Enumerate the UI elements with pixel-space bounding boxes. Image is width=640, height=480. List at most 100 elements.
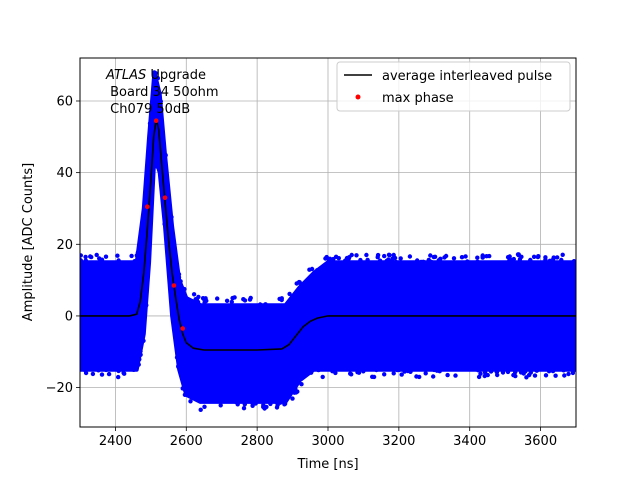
scatter-point [571,259,576,264]
legend-box [336,61,571,112]
scatter-point [116,374,121,380]
scatter-point [99,372,105,377]
scatter-point [182,286,187,292]
scatter-point [436,258,441,263]
scatter-point [346,256,351,261]
x-tick-label: 3200 [382,434,415,449]
scatter-point [453,373,458,378]
scatter-point [147,121,153,126]
scatter-point [96,368,101,373]
annotation-italic-word: ATLAS [105,68,146,83]
scatter-point [465,259,470,264]
scatter-point [375,255,380,260]
scatter-point [196,294,201,300]
scatter-point [364,252,369,258]
scatter-point [215,296,220,301]
scatter-point [543,255,548,260]
scatter-point [536,254,541,259]
scatter-point [559,257,564,263]
scatter-point [169,214,174,220]
scatter-point [356,370,362,375]
scatter-point [191,292,197,297]
scatter-point [299,382,304,387]
scatter-point [377,258,383,263]
scatter-point [134,253,139,258]
scatter-point [434,368,440,373]
scatter-point [80,253,83,258]
scatter-point [308,370,314,375]
scatter-point [415,258,420,263]
scatter-point [250,400,255,406]
scatter-point [428,253,433,258]
scatter-point [343,258,348,263]
legend-entry-max-phase: max phase [382,91,454,106]
scatter-point [204,298,209,303]
scatter-point [386,252,392,257]
y-tick-label: 60 [56,94,73,109]
scatter-point [482,373,487,379]
scatter-point [561,368,566,373]
scatter-point [562,373,567,378]
scatter-point [550,368,556,374]
annotation-line-1-rest: Upgrade [146,68,206,83]
y-tick-label: 20 [56,238,73,253]
x-tick-label: 3400 [453,434,486,449]
scatter-point [571,368,576,373]
legend: average interleaved pulse max phase [336,61,571,112]
scatter-point [476,374,482,380]
scatter-point [551,255,556,260]
max-phase-point [145,204,150,209]
scatter-point [136,362,141,367]
scatter-point [274,400,280,405]
x-tick-label: 3000 [311,434,344,449]
scatter-point [480,255,485,260]
scatter-point [488,369,494,374]
max-phase-point [171,283,177,288]
scatter-point [103,254,109,259]
y-tick-label: 0 [65,309,73,324]
scatter-point [431,254,437,260]
scatter-point [459,255,465,260]
scatter-point [396,367,402,373]
scatter-point [354,253,359,258]
scatter-point [374,367,379,373]
x-tick-label: 2400 [99,434,132,449]
scatter-point [224,298,230,303]
scatter-point [543,373,549,378]
scatter-point [519,254,524,259]
annotation-line-2: Board 34 50ohm [106,85,219,100]
x-tick-label: 3600 [524,434,557,449]
scatter-point [235,400,240,405]
scatter-point [132,259,137,264]
scatter-point [182,392,188,397]
scatter-point [90,371,96,377]
scatter-point [361,369,366,374]
scatter-point [138,349,143,354]
scatter-point [442,255,447,260]
scatter-point [475,259,480,264]
scatter-point [162,221,167,227]
scatter-point [163,153,168,158]
scatter-point [261,402,266,408]
x-tick-label: 2600 [170,434,203,449]
scatter-point [106,371,112,377]
scatter-point [178,279,183,284]
scatter-point [131,367,136,372]
y-tick-label: −20 [46,381,73,396]
x-axis-label: Time [ns] [296,457,358,472]
scatter-point [316,367,321,373]
scatter-point [83,254,88,260]
max-phase-point [153,118,159,123]
average-pulse-line [80,118,576,351]
scatter-point [336,256,341,261]
scatter-point [138,352,143,358]
scatter-point [431,374,436,379]
scatter-point [566,371,571,377]
scatter-point [358,257,363,263]
scatter-point [494,369,500,374]
scatter-point [507,259,513,264]
scatter-point [278,400,283,405]
scatter-point [365,257,370,263]
scatter-point [560,252,565,257]
